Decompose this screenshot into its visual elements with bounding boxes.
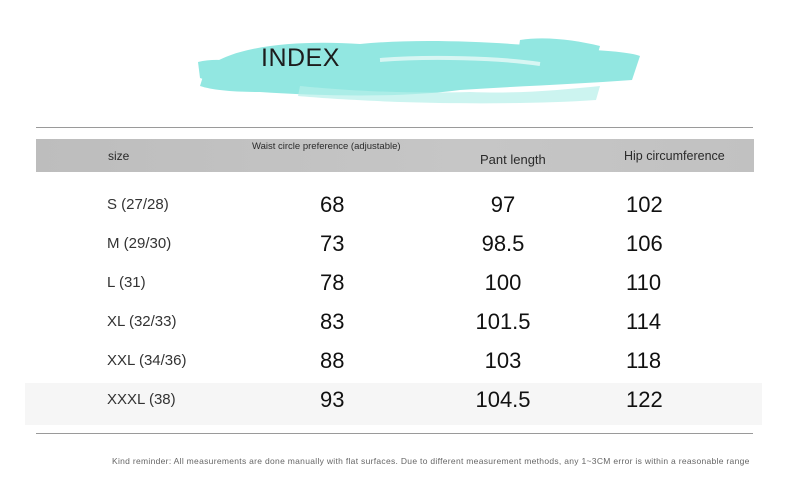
waist-cell: 83 <box>320 308 345 334</box>
hip-cell: 118 <box>626 347 662 373</box>
header-hip: Hip circumference <box>624 148 725 163</box>
table-row: M (29/30) 73 98.5 106 <box>0 224 790 263</box>
waist-cell: 93 <box>320 386 345 412</box>
pant-length-cell: 103 <box>484 347 522 373</box>
size-cell: XXXL (38) <box>107 391 176 408</box>
size-cell: XL (32/33) <box>107 313 177 330</box>
waist-cell: 68 <box>320 191 345 217</box>
header-waist: Waist circle preference (adjustable) <box>252 141 401 152</box>
hip-cell: 114 <box>626 308 662 334</box>
pant-length-cell: 104.5 <box>475 386 531 412</box>
size-cell: S (27/28) <box>107 196 169 213</box>
kind-reminder-note: Kind reminder: All measurements are done… <box>112 456 750 466</box>
pant-length-cell: 97 <box>490 191 516 217</box>
table-row: XL (32/33) 83 101.5 114 <box>0 302 790 341</box>
table-row: XXL (34/36) 88 103 118 <box>0 341 790 380</box>
size-cell: M (29/30) <box>107 235 172 252</box>
header-pant-length: Pant length <box>480 152 546 167</box>
hip-cell: 110 <box>626 269 662 295</box>
bottom-divider <box>36 433 753 434</box>
size-cell: XXL (34/36) <box>107 352 187 369</box>
table-header-bar <box>36 139 754 172</box>
waist-cell: 88 <box>320 347 345 373</box>
hip-cell: 102 <box>626 191 663 217</box>
title-brush-stroke <box>198 38 640 104</box>
pant-length-cell: 100 <box>484 269 522 295</box>
waist-cell: 73 <box>320 230 345 256</box>
table-row: L (31) 78 100 110 <box>0 263 790 302</box>
page-title: INDEX <box>261 44 340 72</box>
pant-length-cell: 98.5 <box>481 230 525 256</box>
shaded-row-background <box>25 383 762 425</box>
table-row: XXXL (38) 93 104.5 122 <box>0 380 790 419</box>
table-row: S (27/28) 68 97 102 <box>0 185 790 224</box>
size-cell: L (31) <box>107 274 146 291</box>
pant-length-cell: 101.5 <box>475 308 531 334</box>
hip-cell: 122 <box>626 386 663 412</box>
top-divider <box>36 127 753 128</box>
waist-cell: 78 <box>320 269 345 295</box>
header-size: size <box>108 148 130 163</box>
hip-cell: 106 <box>626 230 663 256</box>
